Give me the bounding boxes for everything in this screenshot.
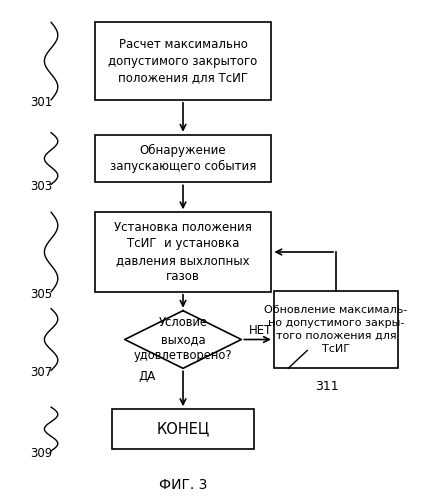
FancyBboxPatch shape [112, 409, 254, 449]
Polygon shape [125, 310, 241, 368]
Text: 301: 301 [30, 96, 53, 109]
FancyBboxPatch shape [95, 134, 271, 182]
Text: 305: 305 [30, 288, 53, 300]
Text: 309: 309 [30, 447, 53, 460]
Text: НЕТ: НЕТ [249, 324, 272, 336]
Text: Расчет максимально
допустимого закрытого
положения для ТсИГ: Расчет максимально допустимого закрытого… [108, 38, 258, 84]
Text: ДА: ДА [138, 370, 155, 384]
Text: КОНЕЦ: КОНЕЦ [157, 422, 210, 436]
FancyBboxPatch shape [95, 22, 271, 100]
Text: Обнаружение
запускающего события: Обнаружение запускающего события [110, 144, 256, 174]
FancyBboxPatch shape [95, 212, 271, 292]
FancyBboxPatch shape [274, 291, 398, 368]
Text: Обновление максималь-
но допустимого закры-
того положения для
ТсИГ: Обновление максималь- но допустимого зак… [264, 306, 408, 354]
Text: 303: 303 [30, 180, 53, 194]
Text: Установка положения
ТсИГ  и установка
давления выхлопных
газов: Установка положения ТсИГ и установка дав… [114, 220, 252, 283]
Text: 311: 311 [314, 380, 338, 393]
Text: ФИГ. 3: ФИГ. 3 [159, 478, 207, 492]
Text: 307: 307 [30, 366, 53, 380]
Text: Условие
выхода
удовлетворено?: Условие выхода удовлетворено? [134, 316, 232, 362]
